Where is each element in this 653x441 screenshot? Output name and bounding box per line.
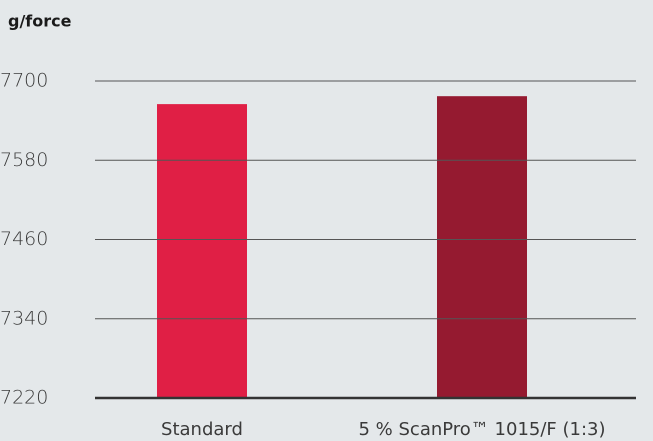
bar [437,96,527,399]
y-tick-label: 7580 [0,149,48,171]
y-tick-label: 7220 [0,387,48,409]
x-tick-label: 5 % ScanPro™ 1015/F (1:3) [359,419,606,440]
x-tick-label: Standard [161,419,243,440]
y-tick-label: 7460 [0,228,48,250]
bar [157,104,247,398]
y-tick-label: 7340 [0,307,48,329]
y-tick-label: 7700 [0,70,48,92]
axis-title: g/force [8,12,72,31]
